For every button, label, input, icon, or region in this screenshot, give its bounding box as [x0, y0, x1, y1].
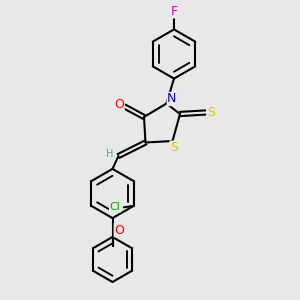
- Text: S: S: [207, 106, 215, 119]
- Text: H: H: [106, 148, 114, 159]
- Text: F: F: [171, 5, 178, 18]
- Text: S: S: [170, 141, 178, 154]
- Text: O: O: [114, 224, 124, 237]
- Text: Cl: Cl: [110, 202, 120, 212]
- Text: N: N: [167, 92, 177, 106]
- Text: O: O: [114, 98, 124, 112]
